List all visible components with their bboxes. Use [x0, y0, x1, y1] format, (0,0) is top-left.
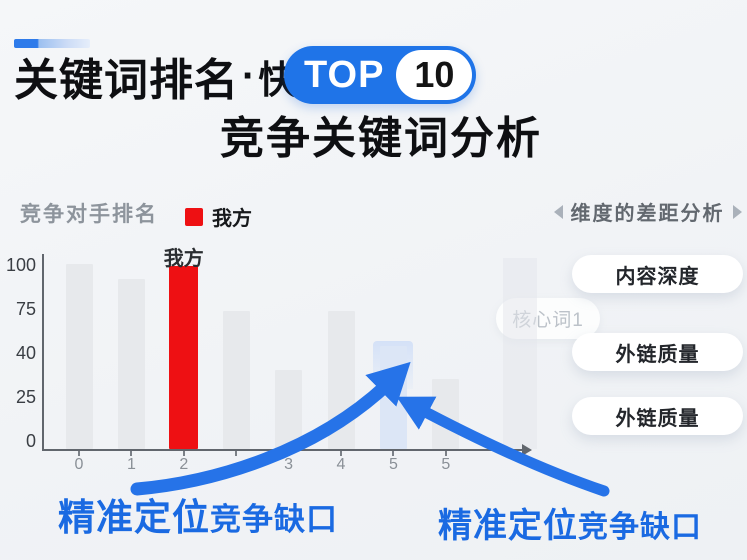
bar-competitor — [327, 311, 355, 449]
legend-label-ours: 我方 — [212, 208, 252, 230]
bar-competitor — [117, 279, 145, 449]
y-axis-line — [42, 254, 44, 451]
top10-badge-number: 10 — [396, 50, 473, 100]
callout-left-strong: 精准定位 — [58, 497, 210, 538]
accent-bar — [14, 39, 90, 48]
page-subtitle: 竞争关键词分析 — [220, 114, 542, 163]
chart-legend: 我方 — [185, 202, 252, 231]
dimension-button-2[interactable]: 外链质量 — [572, 333, 743, 371]
x-tick-label: 0 — [74, 456, 84, 473]
legend-swatch-ours — [185, 207, 203, 226]
background-stripe — [503, 258, 537, 449]
y-tick-label: 40 — [15, 343, 36, 363]
x-tick-mark — [78, 451, 80, 456]
page-title: 关键词排名 · 快速 — [14, 46, 334, 106]
x-tick-label: 4 — [336, 456, 346, 473]
x-tick-label: 5 — [441, 456, 451, 473]
ours-bar-annotation: 我方 — [163, 248, 204, 270]
top10-badge: TOP 10 — [284, 46, 477, 104]
carousel-left-icon[interactable] — [553, 204, 563, 219]
y-tick-label: 100 — [5, 255, 36, 275]
callout-right-rest: 竞争缺口 — [578, 511, 702, 544]
dimension-button-3[interactable]: 外链质量 — [572, 397, 743, 435]
callout-left-rest: 竞争缺口 — [210, 502, 338, 537]
chart-title: 竞争对手排名 — [20, 203, 158, 226]
x-tick-label: 1 — [126, 456, 136, 473]
x-axis-arrow-icon — [522, 444, 532, 456]
bar-competitor — [222, 311, 250, 449]
bar-competitor — [432, 379, 460, 449]
panel-title-text: 维度的差距分析 — [570, 203, 725, 225]
bar-competitor — [275, 370, 303, 449]
carousel-right-icon[interactable] — [732, 204, 742, 219]
top10-badge-word: TOP — [304, 53, 385, 96]
dimension-button-1[interactable]: 内容深度 — [572, 255, 743, 293]
bar-competitor — [65, 264, 93, 449]
y-tick-label: 75 — [15, 299, 36, 319]
callout-right: 精准定位 竞争缺口 — [438, 498, 702, 547]
y-tick-label: 25 — [15, 387, 36, 407]
bar-ours — [169, 266, 199, 449]
x-axis-line — [42, 449, 524, 451]
callout-right-strong: 精准定位 — [438, 507, 578, 545]
page-title-dot: · — [242, 53, 256, 98]
bar-highlight — [379, 346, 407, 449]
x-tick-mark — [235, 451, 238, 456]
x-tick-label: 3 — [284, 456, 294, 473]
x-tick-label: 2 — [179, 456, 189, 473]
x-tick-label: 5 — [388, 456, 398, 473]
panel-title: 维度的差距分析 — [548, 197, 747, 226]
page-title-main: 关键词排名 — [14, 56, 239, 105]
callout-left: 精准定位 竞争缺口 — [58, 487, 338, 541]
y-tick-label: 0 — [25, 431, 36, 451]
